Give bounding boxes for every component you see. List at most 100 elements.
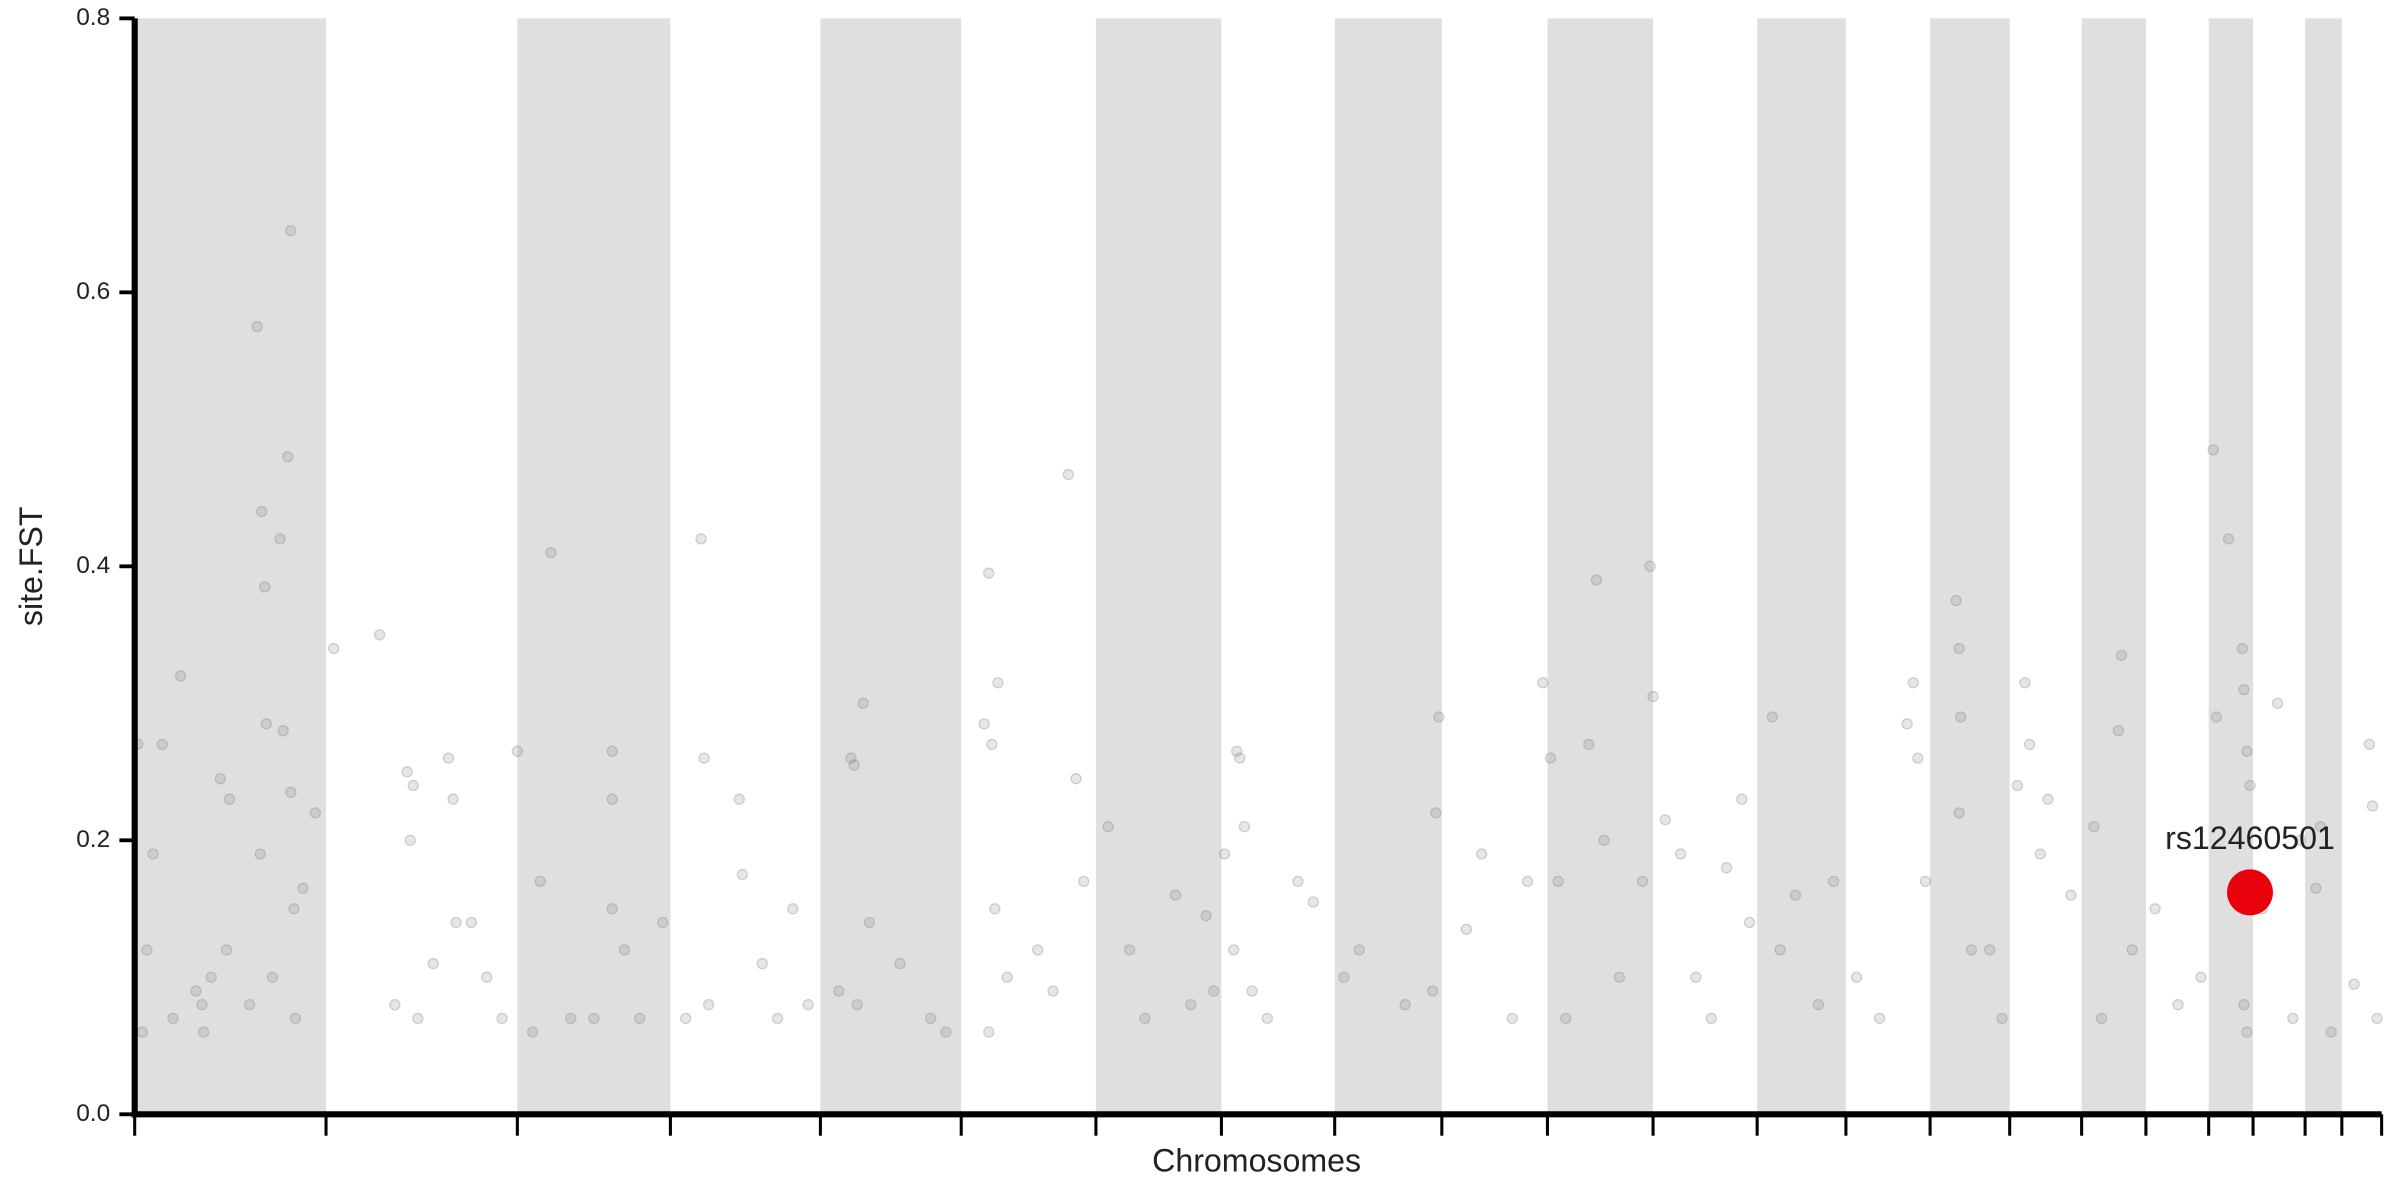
point [197,1026,210,1038]
point [1433,711,1445,723]
point [282,451,294,463]
point [1996,1012,2008,1025]
point [986,738,998,751]
point [496,1012,508,1025]
point [1552,875,1564,888]
point [1231,745,1243,757]
point [511,745,524,757]
point [2172,999,2184,1011]
point [2314,820,2327,833]
point [2149,903,2161,915]
point [1399,999,1411,1011]
point [1078,875,1090,888]
point [1613,971,1626,983]
point [1169,889,1182,901]
point [1598,834,1610,846]
point [1873,1012,1886,1025]
point [1001,971,1013,983]
point [1690,971,1702,983]
point [983,1026,995,1038]
chromosome-band [517,18,671,1115]
point [857,697,869,709]
point [427,957,439,970]
point [703,999,715,1011]
point [2115,649,2128,662]
point [260,718,272,730]
highlight-point [2227,869,2273,916]
point [545,546,557,559]
chromosome-band [2081,18,2146,1115]
point [2241,1026,2253,1038]
point [680,1012,692,1025]
point [2325,1026,2337,1038]
point [2222,533,2235,545]
point [1307,896,1319,908]
point [1234,752,1246,764]
point [289,1012,302,1025]
point [978,718,990,730]
point [733,793,745,805]
point [848,759,860,771]
point [2011,779,2024,792]
point [1955,711,1967,723]
point [787,903,799,915]
point [1102,820,1114,833]
point [1766,711,1779,723]
point [1544,752,1557,764]
point [2371,1012,2383,1025]
point [2348,978,2360,990]
point [924,1012,937,1025]
point [256,505,268,518]
point [1965,944,1978,956]
point [412,1012,424,1025]
point [698,752,710,764]
point [389,999,401,1011]
point [565,1012,577,1025]
point [1475,848,1488,860]
y-axis-label: site.FST [13,507,49,627]
point [526,1026,539,1038]
point [1261,1012,1274,1025]
point [1720,862,1733,874]
point [1674,848,1687,860]
point [309,807,321,819]
point [736,868,749,881]
point [2065,889,2077,901]
point [618,944,631,956]
point [2294,834,2307,846]
point [1185,999,1197,1011]
chromosome-band [1334,18,1442,1115]
point [147,848,159,860]
point [407,779,419,792]
y-tick-label: 0.8 [76,4,110,31]
point [1228,944,1240,956]
y-tick-label: 0.4 [76,552,110,579]
point [634,1012,646,1025]
point [442,752,455,764]
highlight-label: rs12460501 [2165,820,2335,856]
point [1537,677,1549,689]
point [2112,725,2125,737]
y-tick-label: 0.6 [76,278,110,305]
point [465,916,478,929]
point [190,985,202,997]
point [156,738,168,751]
point [588,1012,600,1025]
point [1647,690,1659,703]
point [983,567,995,579]
point [1919,875,1932,888]
point [2241,745,2253,757]
point [2236,642,2249,655]
point [401,766,413,778]
point [851,999,863,1011]
point [2088,820,2100,833]
point [771,1012,784,1025]
x-axis-label: Chromosomes [1152,1143,1361,1179]
point [1984,944,1996,956]
point [1828,875,1840,888]
point [1338,971,1350,983]
point [940,1026,952,1038]
point [1774,944,1786,956]
point [1032,944,1044,956]
point [1907,677,1919,689]
